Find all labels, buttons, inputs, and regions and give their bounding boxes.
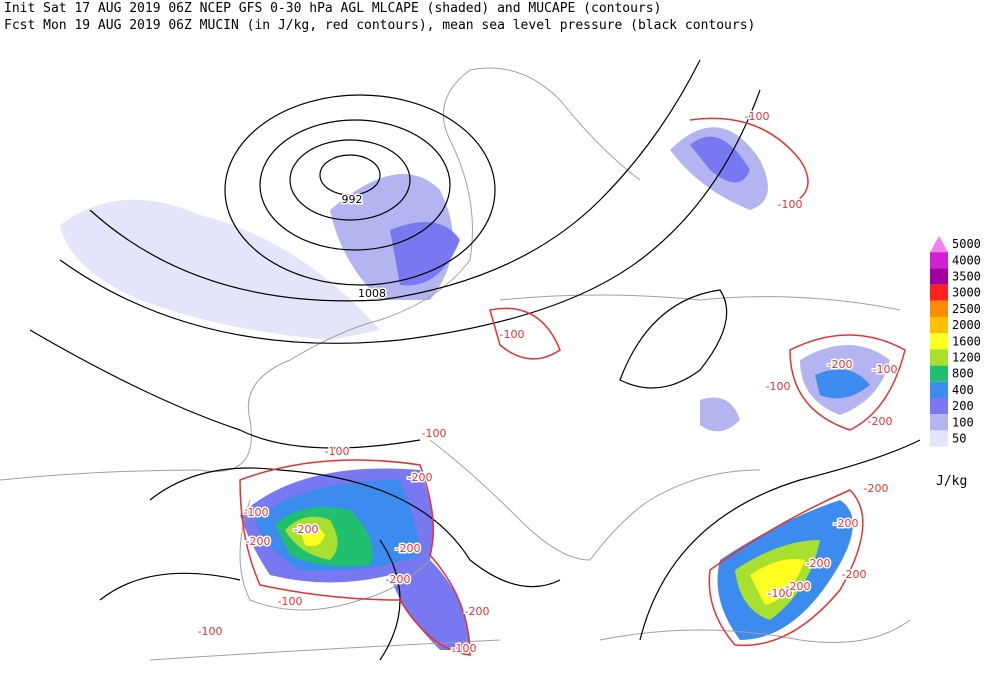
- colorbar-label: 5000: [952, 237, 981, 251]
- mucin-label: -100: [778, 198, 803, 211]
- pressure-contours: [29, 59, 921, 661]
- colorbar-unit: J/kg: [936, 474, 967, 489]
- mucin-label: -200: [396, 542, 421, 555]
- colorbar-label: 400: [952, 383, 974, 397]
- colorbar-label: 2500: [952, 302, 981, 316]
- colorbar-swatch: [930, 317, 948, 334]
- colorbar-swatch: [930, 300, 948, 317]
- cape-shading: [60, 127, 890, 650]
- mucin-label: -200: [786, 580, 811, 593]
- colorbar-swatch: [930, 284, 948, 301]
- colorbar-label: 4000: [952, 253, 981, 267]
- mucin-label: -100: [198, 625, 223, 638]
- mucin-label: -200: [294, 523, 319, 536]
- colorbar-label: 50: [952, 432, 966, 446]
- mucin-contours: [239, 117, 906, 656]
- colorbar-label: 3500: [952, 270, 981, 284]
- mucin-label: -100: [278, 595, 303, 608]
- mucin-label: -200: [465, 605, 490, 618]
- colorbar-swatch: [930, 236, 948, 253]
- mucin-label: -100: [452, 642, 477, 655]
- coastlines: [0, 67, 911, 661]
- mucin-label: -100: [766, 380, 791, 393]
- colorbar-label: 100: [952, 415, 974, 429]
- colorbar-swatch: [930, 398, 948, 415]
- mucin-label: -100: [873, 363, 898, 376]
- mucin-label: -200: [386, 573, 411, 586]
- mucin-label: -200: [828, 358, 853, 371]
- pressure-label: 1008: [358, 287, 386, 300]
- mucin-label: -200: [806, 557, 831, 570]
- mucin-label: -200: [842, 568, 867, 581]
- colorbar-swatch: [930, 430, 948, 447]
- colorbar-swatch: [930, 365, 948, 382]
- mucin-label: -200: [868, 415, 893, 428]
- mucin-label: -200: [246, 535, 271, 548]
- colorbar-swatch: [930, 252, 948, 269]
- mucin-label: -100: [768, 587, 793, 600]
- colorbar-label: 1600: [952, 334, 981, 348]
- colorbar-swatch: [930, 381, 948, 398]
- colorbar-label: 200: [952, 399, 974, 413]
- mucin-label: -100: [422, 427, 447, 440]
- header-line-2: Fcst Mon 19 AUG 2019 06Z MUCIN (in J/kg,…: [4, 18, 755, 33]
- colorbar-label: 1200: [952, 351, 981, 365]
- mucin-label: -200: [408, 471, 433, 484]
- mucin-label: -100: [745, 110, 770, 123]
- colorbar-label: 800: [952, 367, 974, 381]
- colorbar-swatch: [930, 414, 948, 431]
- colorbar-swatch: [930, 349, 948, 366]
- pressure-label: 992: [342, 193, 363, 206]
- header-line-1: Init Sat 17 AUG 2019 06Z NCEP GFS 0-30 h…: [4, 1, 661, 16]
- mucin-label: -100: [325, 445, 350, 458]
- mucin-label: -200: [834, 517, 859, 530]
- colorbar-swatch: [930, 268, 948, 285]
- colorbar: 5000 4000 3500 3000 2500 2000 1600 1200 800 400 20…: [930, 236, 981, 447]
- mucin-label: -200: [864, 482, 889, 495]
- mucin-label: -100: [500, 328, 525, 341]
- mucin-label: -100: [244, 506, 269, 519]
- colorbar-label: 2000: [952, 318, 981, 332]
- colorbar-swatch: [930, 333, 948, 350]
- colorbar-label: 3000: [952, 286, 981, 300]
